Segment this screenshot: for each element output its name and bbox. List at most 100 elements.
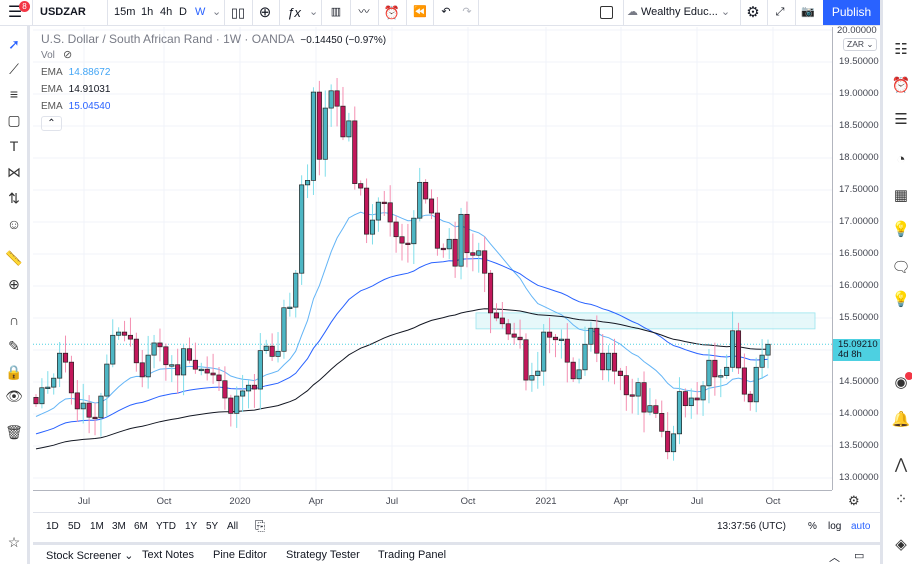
compare-plus-icon[interactable]: ⊕ [258, 4, 272, 21]
camera-icon[interactable]: 📷 [801, 6, 815, 18]
layers-icon[interactable]: ◈ [895, 536, 907, 553]
range-all[interactable]: All [227, 521, 239, 532]
lock-drawing-icon[interactable]: ✎ [8, 338, 20, 354]
text-icon[interactable]: T [9, 138, 19, 154]
tab-trading-panel[interactable]: Trading Panel [378, 549, 447, 561]
maximize-panel-icon[interactable]: ▭ [854, 550, 865, 562]
streams-icon[interactable]: ◉ [894, 374, 908, 391]
cursor-arrow-icon[interactable]: ➚ [8, 36, 20, 52]
range-1y[interactable]: 1Y [185, 521, 198, 532]
star-icon[interactable]: ☆ [7, 534, 21, 550]
watchlist-icon[interactable]: ☷ [894, 41, 908, 58]
percent-toggle[interactable]: % [808, 521, 817, 532]
object-tree-icon[interactable]: ⁘ [894, 491, 908, 508]
prediction-icon[interactable]: ⇅ [8, 190, 20, 206]
interval-4h[interactable]: 4h [160, 6, 173, 18]
interval-d[interactable]: D [179, 6, 187, 18]
pattern-icon[interactable]: ⋈ [7, 164, 21, 180]
undo-icon[interactable]: ↶ [441, 6, 451, 18]
eye-icon[interactable]: 👁 [5, 388, 23, 404]
tab-stock-screener[interactable]: Stock Screener ⌄ [46, 549, 133, 562]
ema-row-3[interactable]: EMA 15.04540 [41, 101, 110, 112]
candle-body [712, 359, 718, 378]
alert-clock-icon[interactable]: ⏰ [383, 5, 401, 20]
hidden-eye-icon[interactable]: ⊘ [63, 49, 73, 61]
candle-body [98, 395, 104, 419]
chevron-up-icon[interactable]: ︿ [829, 552, 840, 564]
lock-icon[interactable]: 🔒 [5, 364, 23, 380]
range-5d[interactable]: 5D [68, 521, 81, 532]
replay-icon[interactable]: ⏪ [413, 6, 427, 18]
time-label: Jul [77, 496, 91, 507]
menu-icon[interactable]: ☰ [7, 4, 23, 21]
log-toggle[interactable]: log [828, 521, 842, 532]
chart-pane[interactable]: U.S. Dollar / South African Rand · 1W · … [33, 27, 832, 490]
hotlists-icon[interactable]: ◔ [896, 151, 906, 168]
trash-icon[interactable]: 🗑 [5, 424, 23, 440]
ema-row-2[interactable]: EMA 14.91031 [41, 84, 110, 95]
tab-pine-editor[interactable]: Pine Editor [213, 549, 267, 561]
publish-button[interactable]: Publish [823, 0, 880, 25]
chevron-down-icon[interactable]: ⌄ [212, 6, 222, 18]
layout-selector[interactable]: ☁ Wealthy Educ... ⌄ [627, 0, 730, 25]
candle-body [328, 90, 334, 109]
alerts-clock-icon[interactable]: ⏰ [891, 77, 911, 94]
data-window-icon[interactable]: ☰ [894, 111, 908, 128]
auto-toggle[interactable]: auto [851, 521, 871, 532]
interval-1h[interactable]: 1h [141, 6, 154, 18]
fullscreen-square-icon[interactable] [600, 6, 613, 19]
axis-settings-icon[interactable]: ⚙ [848, 493, 860, 508]
fullscreen-icon[interactable]: ⤢ [775, 6, 785, 18]
zoom-in-icon[interactable]: ⊕ [8, 276, 20, 292]
candle-body [446, 238, 452, 250]
ideas-stream-icon[interactable]: 💡 [891, 291, 911, 308]
currency-selector[interactable]: ZAR ⌄ [843, 38, 878, 51]
trend-line-icon[interactable]: ⟋ [9, 61, 19, 77]
range-3m[interactable]: 3M [112, 521, 126, 532]
time-axis[interactable]: Jul Oct 2020 Apr Jul Oct 2021 Apr Jul Oc… [33, 490, 860, 512]
candle-body [730, 330, 736, 368]
chevron-down-icon[interactable]: ⌄ [309, 6, 319, 18]
interval-15m[interactable]: 15m [114, 6, 136, 18]
range-6m[interactable]: 6M [134, 521, 148, 532]
candle-body [470, 252, 476, 256]
ema-line-2 [35, 257, 769, 435]
tab-strategy-tester[interactable]: Strategy Tester [286, 549, 360, 561]
candle-body [529, 375, 535, 381]
goto-date-icon[interactable]: ⎘ [255, 518, 266, 533]
chats-icon[interactable]: 🗨 [891, 259, 911, 276]
interval-w[interactable]: W [195, 6, 206, 18]
templates-icon[interactable]: ▥ [330, 6, 342, 18]
ideas-bulb-icon[interactable]: 💡 [891, 221, 911, 238]
collapse-legend-button[interactable]: ⌃ [41, 116, 62, 131]
range-ytd[interactable]: YTD [156, 521, 176, 532]
time-label: 2020 [229, 496, 251, 507]
candles-icon[interactable]: ▯▯ [230, 5, 246, 20]
trading-icon[interactable]: ⋀ [894, 456, 908, 473]
calendar-icon[interactable]: ▦ [893, 187, 909, 204]
financials-icon[interactable]: 〰 [358, 6, 370, 18]
utc-clock[interactable]: 13:37:56 (UTC) [717, 521, 786, 532]
redo-icon[interactable]: ↷ [462, 6, 472, 18]
fib-retracement-icon[interactable]: ≡ [9, 86, 19, 102]
notifications-bell-icon[interactable]: 🔔 [891, 411, 911, 428]
currency-label: ZAR [847, 39, 864, 49]
candle-body [181, 348, 187, 376]
range-1m[interactable]: 1M [90, 521, 104, 532]
candle-body [310, 91, 317, 181]
price-axis[interactable]: 20.00000 ZAR ⌄ 19.50000 19.00000 18.5000… [832, 25, 880, 490]
candle-body [493, 312, 500, 319]
price-label: 14.00000 [839, 408, 879, 419]
range-5y[interactable]: 5Y [206, 521, 219, 532]
rectangle-icon[interactable]: ▢ [7, 112, 21, 128]
indicators-fx-icon[interactable]: ƒx [287, 5, 301, 20]
ruler-icon[interactable]: 📏 [5, 250, 23, 266]
ema-row-1[interactable]: EMA 14.88672 [41, 67, 110, 78]
candle-body [682, 391, 688, 407]
magnet-icon[interactable]: ∩ [8, 312, 20, 328]
tab-text-notes[interactable]: Text Notes [142, 549, 194, 561]
symbol-search[interactable]: USDZAR [40, 6, 86, 18]
range-1d[interactable]: 1D [46, 521, 59, 532]
settings-gear-icon[interactable]: ⚙ [746, 4, 760, 21]
emoji-icon[interactable]: ☺ [6, 216, 22, 232]
